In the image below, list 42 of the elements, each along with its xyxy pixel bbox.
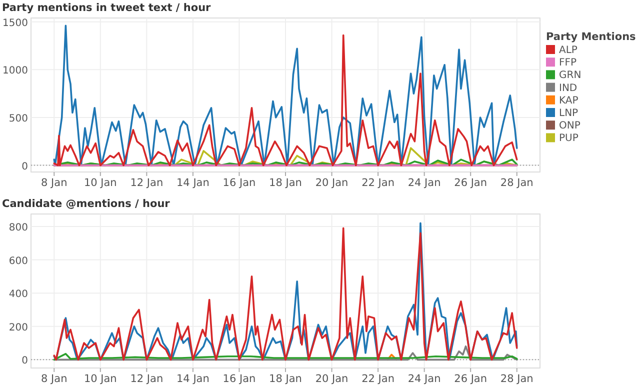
- x-tick-label: 28 Jan: [500, 177, 534, 189]
- legend-label: LNP: [559, 108, 578, 119]
- x-tick-label: 18 Jan: [269, 177, 302, 189]
- legend-label: KAP: [559, 95, 578, 106]
- legend-label: PUP: [559, 133, 578, 144]
- y-tick-label: 1500: [2, 18, 28, 29]
- y-tick-label: 0: [22, 356, 28, 367]
- x-tick-label: 20 Jan: [315, 373, 348, 385]
- x-tick-label: 24 Jan: [408, 177, 441, 189]
- x-tick-label: 12 Jan: [130, 177, 164, 189]
- legend-title: Party Mentions: [546, 31, 636, 43]
- legend-label: FFP: [559, 58, 577, 69]
- x-tick-label: 20 Jan: [315, 177, 348, 189]
- x-tick-label: 8 Jan: [41, 177, 68, 189]
- x-tick-label: 26 Jan: [454, 177, 488, 189]
- x-tick-label: 18 Jan: [269, 373, 302, 385]
- x-tick-label: 22 Jan: [362, 373, 394, 385]
- legend-label: ALP: [559, 45, 578, 56]
- y-tick-label: 600: [8, 256, 28, 267]
- x-tick-label: 28 Jan: [500, 373, 534, 385]
- chart-title: Candidate @mentions / hour: [2, 198, 171, 210]
- legend-label: IND: [559, 82, 578, 94]
- x-tick-label: 14 Jan: [176, 373, 210, 385]
- x-tick-label: 22 Jan: [362, 177, 394, 189]
- x-tick-label: 16 Jan: [222, 177, 256, 189]
- x-tick-label: 24 Jan: [408, 373, 441, 385]
- legend-label: ONP: [559, 120, 580, 132]
- y-tick-label: 0: [22, 161, 28, 172]
- x-tick-label: 14 Jan: [176, 177, 210, 189]
- y-tick-label: 200: [8, 322, 28, 334]
- x-tick-label: 16 Jan: [222, 373, 256, 385]
- x-tick-label: 10 Jan: [84, 177, 117, 189]
- y-tick-label: 1000: [2, 66, 28, 77]
- y-tick-label: 500: [8, 113, 28, 124]
- x-tick-label: 10 Jan: [84, 373, 117, 385]
- x-tick-label: 12 Jan: [130, 373, 164, 385]
- legend-label: GRN: [559, 70, 582, 82]
- x-tick-label: 8 Jan: [41, 373, 68, 385]
- x-tick-label: 26 Jan: [454, 373, 488, 385]
- y-tick-label: 800: [8, 222, 28, 234]
- chart-title: Party mentions in tweet text / hour: [2, 2, 212, 14]
- y-tick-label: 400: [8, 289, 28, 300]
